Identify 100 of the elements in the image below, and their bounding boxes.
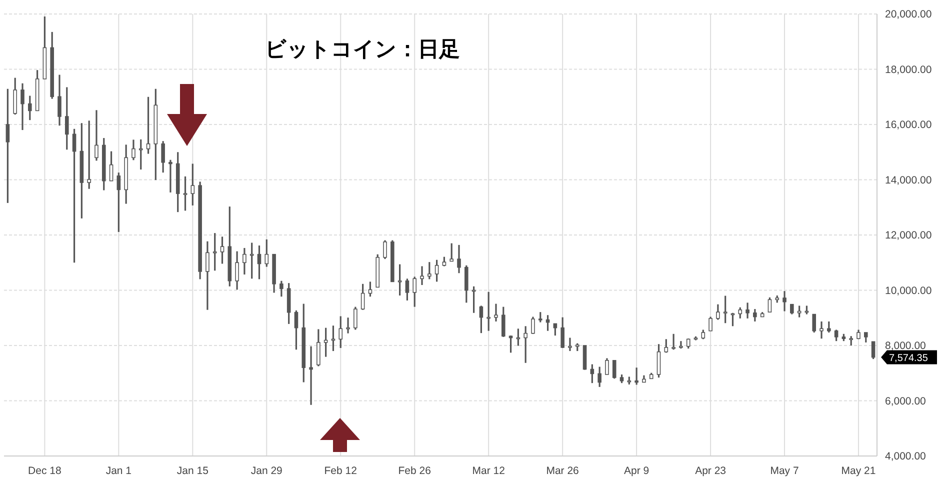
- candlestick: [58, 74, 62, 126]
- candlestick: [116, 172, 121, 233]
- x-tick-label: Apr 23: [695, 465, 726, 477]
- candlestick: [235, 250, 239, 290]
- candlestick: [834, 328, 838, 342]
- candlestick: [87, 120, 91, 190]
- candlestick: [590, 363, 594, 384]
- candlestick: [450, 242, 454, 262]
- candlestick: [346, 316, 350, 334]
- candlestick: [871, 340, 876, 360]
- candlestick: [501, 306, 506, 338]
- candlestick: [457, 244, 461, 274]
- candlestick: [664, 338, 668, 354]
- candlestick: [109, 150, 114, 182]
- candlestick: [257, 244, 262, 280]
- candlestick: [294, 310, 298, 350]
- y-tick-label: 18,000.00: [885, 64, 932, 76]
- candlestick: [612, 360, 616, 380]
- candlestick: [72, 128, 76, 264]
- candlestick: [538, 311, 542, 324]
- candlestick: [20, 82, 24, 131]
- y-tick-label: 10,000.00: [885, 284, 932, 297]
- x-tick-label: Apr 9: [624, 465, 650, 477]
- candlestick: [812, 313, 816, 334]
- candlestick: [28, 94, 32, 121]
- candlestick: [605, 357, 609, 376]
- candlestick: [220, 236, 224, 265]
- candlestick: [338, 315, 343, 349]
- candlestick: [190, 162, 195, 206]
- candlestick: [656, 343, 661, 378]
- y-tick-label: 12,000.00: [885, 230, 932, 242]
- candlestick: [827, 320, 831, 334]
- candlestick: [94, 109, 98, 162]
- candlestick: [723, 294, 728, 324]
- x-tick-label: Jan 29: [250, 465, 283, 477]
- text: ビットコイン：日足: [265, 38, 460, 61]
- y-tick-label: 14,000.00: [885, 174, 932, 186]
- y-tick-label: 4,000.00: [885, 450, 926, 463]
- candlestick: [716, 304, 720, 321]
- candlestick: [598, 366, 602, 388]
- candlestick: [701, 328, 706, 340]
- candlestick: [168, 159, 172, 194]
- candlestick: [13, 77, 17, 116]
- candlestick: [486, 291, 490, 332]
- candlestick: [398, 263, 402, 296]
- candlestick: [864, 332, 868, 344]
- candlestick: [494, 302, 498, 322]
- candlestick: [161, 140, 165, 174]
- candlestick: [324, 327, 328, 358]
- candlestick: [464, 264, 468, 304]
- x-tick-label: Dec 18: [28, 465, 62, 477]
- candlestick: [849, 335, 854, 346]
- candlestick: [746, 302, 750, 320]
- candlestick: [264, 238, 269, 268]
- candlestick: [405, 278, 410, 302]
- text: 7,574.35: [889, 352, 928, 364]
- x-tick-label: Jan 15: [176, 465, 209, 477]
- candlestick: [316, 328, 320, 368]
- y-tick-label: 6,000.00: [885, 395, 926, 408]
- candlestick: [6, 88, 10, 204]
- candlestick: [434, 259, 439, 282]
- candlestick: [383, 239, 387, 260]
- y-tick-label: 16,000.00: [885, 119, 932, 132]
- candlestick: [708, 316, 712, 332]
- x-tick-label: Mar 12: [472, 465, 506, 477]
- candlestick: [672, 333, 676, 350]
- candlestick: [64, 86, 69, 150]
- candlestick: [753, 308, 757, 322]
- candlestick: [309, 346, 313, 406]
- candlestick: [790, 304, 794, 316]
- candlestick: [183, 176, 188, 212]
- candlestick: [280, 280, 284, 298]
- candlestick: [508, 334, 513, 354]
- y-tick-label: 20,000.00: [885, 8, 932, 21]
- x-tick-label: May 7: [770, 465, 799, 477]
- candlestick: [738, 306, 742, 320]
- candlestick: [428, 261, 432, 280]
- candlestick: [560, 316, 564, 349]
- candlestick: [582, 344, 587, 371]
- candlestick: [686, 338, 690, 350]
- x-tick-label: Feb 26: [398, 465, 432, 477]
- candlestick: [568, 336, 572, 352]
- x-tick-label: Mar 26: [546, 465, 580, 477]
- candlestick: [132, 138, 136, 161]
- x-tick-label: Jan 1: [106, 465, 132, 477]
- candlestick: [797, 304, 802, 318]
- candlestick: [420, 265, 424, 286]
- candlestick: [354, 306, 358, 331]
- x-tick-label: Feb 12: [324, 465, 358, 477]
- candlestick: [212, 232, 217, 272]
- candlestick: [479, 304, 484, 334]
- candlestick: [146, 96, 150, 155]
- candlestick: [768, 296, 772, 313]
- candlestick: [331, 324, 336, 352]
- x-tick-label: May 21: [841, 465, 876, 477]
- candlestick: [524, 325, 528, 364]
- candlestick: [286, 282, 291, 325]
- candlestick: [531, 316, 535, 335]
- candlestick: [206, 240, 210, 311]
- candlestick: [634, 366, 638, 386]
